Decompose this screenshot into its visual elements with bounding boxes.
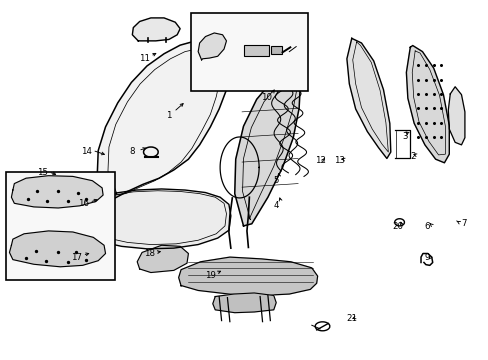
Polygon shape: [346, 39, 390, 158]
Text: 2: 2: [409, 152, 415, 161]
Text: 9: 9: [424, 253, 429, 262]
Polygon shape: [97, 41, 229, 200]
Bar: [5, 172, 115, 280]
Text: 5: 5: [273, 176, 278, 185]
Polygon shape: [406, 45, 448, 163]
Text: 12: 12: [314, 156, 325, 165]
Polygon shape: [132, 18, 180, 41]
Polygon shape: [447, 87, 464, 145]
Bar: [270, 46, 281, 54]
Polygon shape: [198, 33, 226, 60]
Text: 14: 14: [81, 147, 91, 156]
Bar: [190, 13, 307, 91]
Polygon shape: [212, 293, 276, 313]
Polygon shape: [11, 176, 103, 208]
Text: 13: 13: [333, 156, 345, 165]
Text: 1: 1: [166, 111, 171, 120]
Text: 8: 8: [129, 147, 135, 156]
Text: 21: 21: [346, 314, 357, 323]
Text: 3: 3: [402, 132, 407, 141]
Text: 4: 4: [273, 201, 278, 210]
Polygon shape: [81, 189, 230, 249]
Text: 7: 7: [460, 219, 466, 228]
Polygon shape: [9, 231, 105, 267]
Text: 10: 10: [261, 93, 271, 102]
Polygon shape: [178, 257, 317, 296]
Text: 6: 6: [424, 222, 429, 231]
Polygon shape: [234, 63, 300, 226]
Text: 18: 18: [143, 249, 155, 258]
Text: 20: 20: [392, 222, 403, 231]
Text: 16: 16: [78, 199, 89, 208]
Text: 15: 15: [37, 168, 47, 177]
Text: 19: 19: [204, 270, 215, 279]
Text: 11: 11: [139, 54, 150, 63]
Bar: [243, 45, 268, 56]
Polygon shape: [137, 245, 188, 273]
Text: 17: 17: [71, 253, 81, 262]
